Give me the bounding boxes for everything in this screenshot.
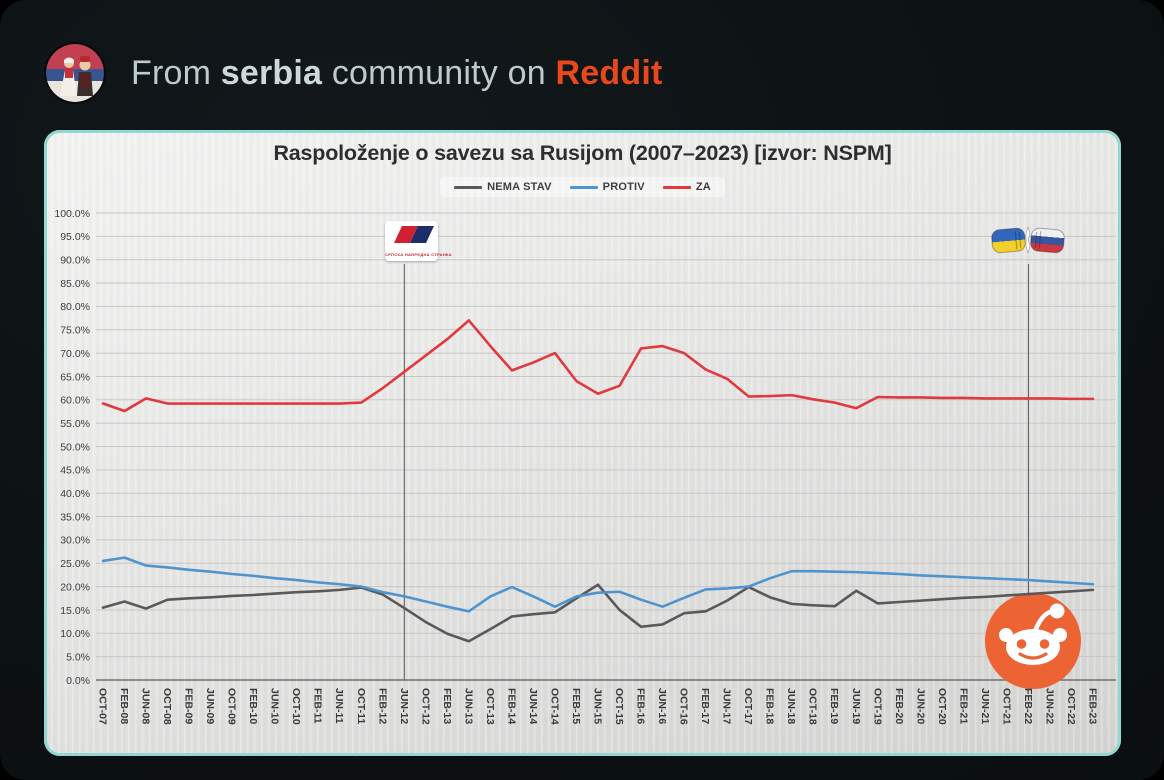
x-axis-label: FEB-20 bbox=[893, 688, 905, 724]
y-axis-label: 15.0% bbox=[60, 605, 90, 617]
x-axis-label: OCT-10 bbox=[290, 688, 302, 725]
x-axis-label: FEB-10 bbox=[247, 688, 259, 724]
x-axis-label: OCT-13 bbox=[484, 688, 496, 725]
y-axis-label: 5.0% bbox=[66, 651, 90, 663]
header-prefix: From bbox=[131, 54, 212, 92]
y-axis-label: 40.0% bbox=[60, 488, 90, 500]
y-axis-label: 45.0% bbox=[60, 465, 90, 477]
x-axis-label: FEB-16 bbox=[635, 688, 647, 724]
legend-swatch bbox=[662, 185, 691, 189]
chart-legend: NEMA STAV PROTIV ZA bbox=[44, 177, 1121, 197]
series-line-nema-stav bbox=[101, 583, 1095, 643]
y-axis-label: 50.0% bbox=[60, 441, 90, 453]
community-avatar bbox=[46, 44, 104, 102]
x-axis-label: JUN-18 bbox=[785, 688, 797, 724]
x-axis-label: JUN-15 bbox=[592, 688, 604, 724]
legend-swatch bbox=[454, 185, 483, 189]
legend-label: NEMA STAV bbox=[487, 181, 552, 193]
x-axis-label: FEB-12 bbox=[376, 688, 388, 724]
x-axis-label: FEB-17 bbox=[699, 688, 711, 724]
legend-label: PROTIV bbox=[602, 181, 645, 193]
series-line-protiv bbox=[101, 556, 1095, 613]
ukraine-russia-clash-icon bbox=[991, 226, 1065, 254]
y-axis-label: 100.0% bbox=[54, 208, 90, 220]
x-axis-label: JUN-22 bbox=[1043, 688, 1055, 724]
y-axis-label: 55.0% bbox=[60, 418, 90, 430]
x-axis-label: JUN-12 bbox=[398, 688, 410, 724]
y-axis-label: 75.0% bbox=[60, 325, 90, 337]
x-axis-label: FEB-08 bbox=[118, 688, 130, 724]
x-axis-label: JUN-14 bbox=[527, 688, 539, 724]
x-axis-label: OCT-11 bbox=[355, 688, 367, 724]
x-axis-label: FEB-21 bbox=[957, 688, 969, 724]
y-axis-label: 30.0% bbox=[60, 535, 90, 547]
x-axis-label: OCT-17 bbox=[742, 688, 754, 725]
y-axis-label: 80.0% bbox=[60, 301, 90, 313]
x-axis-label: FEB-23 bbox=[1087, 688, 1099, 724]
x-axis-label: JUN-20 bbox=[914, 688, 926, 724]
legend-item-nema-stav: NEMA STAV bbox=[454, 181, 552, 193]
y-axis-label: 70.0% bbox=[60, 348, 90, 360]
y-axis-label: 35.0% bbox=[60, 511, 90, 523]
header-title: From serbia community on Reddit bbox=[131, 52, 662, 94]
x-axis-label: FEB-22 bbox=[1022, 688, 1034, 724]
x-axis-label: FEB-19 bbox=[828, 688, 840, 724]
x-axis-label: JUN-16 bbox=[656, 688, 668, 724]
legend-item-za: ZA bbox=[662, 181, 711, 193]
x-axis-label: OCT-16 bbox=[678, 688, 690, 725]
y-axis-label: 60.0% bbox=[60, 395, 90, 407]
x-axis-label: JUN-08 bbox=[140, 688, 152, 724]
x-axis-label: OCT-07 bbox=[97, 688, 109, 725]
x-axis-label: FEB-15 bbox=[570, 688, 582, 724]
x-axis-label: JUN-21 bbox=[979, 688, 991, 724]
serbia-folk-avatar-icon bbox=[46, 44, 104, 102]
y-axis-label: 95.0% bbox=[60, 231, 90, 243]
reddit-brand[interactable]: Reddit bbox=[555, 54, 663, 92]
x-axis-label: OCT-21 bbox=[1000, 688, 1012, 725]
chart-title: Raspoloženje o savezu sa Rusijom (2007–2… bbox=[273, 141, 892, 165]
x-axis-label: FEB-18 bbox=[764, 688, 776, 724]
x-axis-label: JUN-13 bbox=[462, 688, 474, 724]
x-axis-label: OCT-19 bbox=[871, 688, 883, 725]
community-name[interactable]: serbia bbox=[220, 54, 323, 92]
sns-logo-caption: СРПСКА НАПРЕДНА СТРАНКА bbox=[385, 252, 452, 257]
x-axis-label: OCT-12 bbox=[419, 688, 431, 725]
y-axis-label: 0.0% bbox=[66, 675, 90, 687]
legend-label: ZA bbox=[695, 181, 711, 193]
x-axis-label: OCT-08 bbox=[161, 688, 173, 725]
y-axis-label: 90.0% bbox=[60, 255, 90, 267]
x-axis-label: OCT-22 bbox=[1065, 688, 1077, 725]
x-axis-label: FEB-09 bbox=[183, 688, 195, 724]
x-axis-label: OCT-14 bbox=[548, 688, 560, 725]
x-axis-label: OCT-09 bbox=[226, 688, 238, 725]
header: From serbia community on Reddit bbox=[0, 0, 1164, 130]
header-middle: community on bbox=[331, 54, 546, 92]
x-axis-label: FEB-14 bbox=[505, 688, 517, 724]
x-axis-label: JUN-11 bbox=[333, 688, 345, 724]
y-axis-label: 65.0% bbox=[60, 371, 90, 383]
x-axis-label: JUN-17 bbox=[721, 688, 733, 724]
x-axis-label: JUN-19 bbox=[850, 688, 862, 724]
chart-card: Raspoloženje o savezu sa Rusijom (2007–2… bbox=[44, 130, 1121, 756]
legend-item-protiv: PROTIV bbox=[569, 181, 645, 193]
x-axis-label: OCT-15 bbox=[613, 688, 625, 725]
line-chart: 0.0% 5.0% 10.0% 15.0% 20.0% 25.0% 30.0% 35.0% 40… bbox=[54, 208, 1116, 725]
x-axis-label: FEB-13 bbox=[441, 688, 453, 724]
legend-swatch bbox=[569, 185, 598, 189]
reddit-logo-icon[interactable] bbox=[985, 593, 1081, 689]
series-line-za bbox=[101, 319, 1095, 413]
sns-party-logo: СРПСКА НАПРЕДНА СТРАНКА bbox=[385, 221, 452, 261]
y-axis-label: 20.0% bbox=[60, 581, 90, 593]
x-axis-label: JUN-09 bbox=[204, 688, 216, 724]
x-axis-label: FEB-11 bbox=[312, 688, 324, 724]
x-axis-label: OCT-18 bbox=[807, 688, 819, 725]
y-axis-label: 25.0% bbox=[60, 558, 90, 570]
x-axis-label: JUN-10 bbox=[269, 688, 281, 724]
x-axis-label: OCT-20 bbox=[936, 688, 948, 725]
y-axis-label: 10.0% bbox=[60, 628, 90, 640]
y-axis-label: 85.0% bbox=[60, 278, 90, 290]
